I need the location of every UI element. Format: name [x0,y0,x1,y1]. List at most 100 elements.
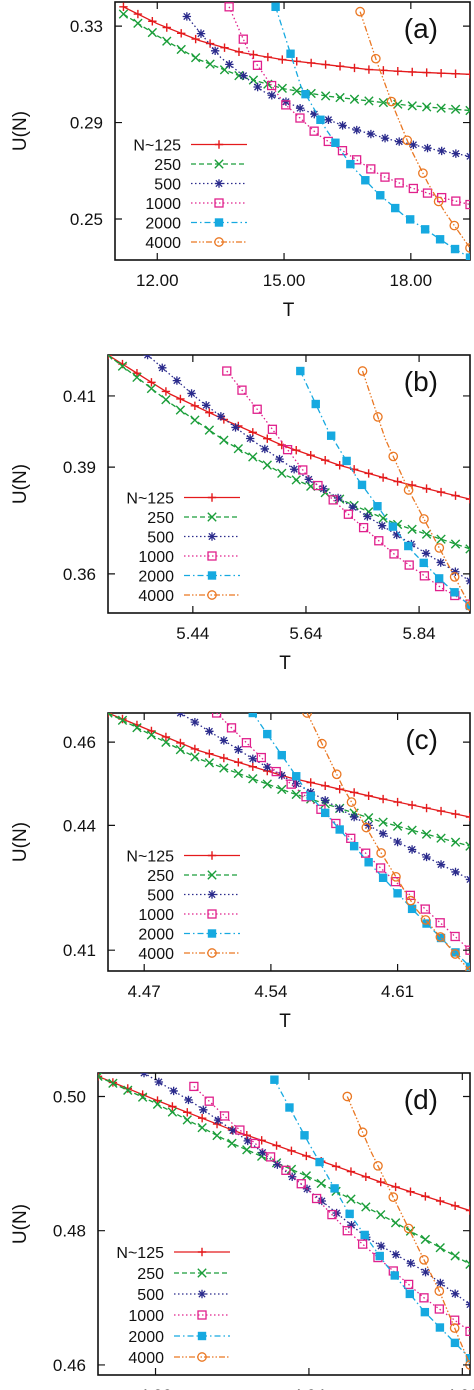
legend-marker [214,218,224,227]
data-point [289,465,299,474]
data-point [175,405,186,415]
data-point [286,49,295,58]
data-point [263,729,272,739]
legend-marker [207,551,217,561]
data-point [450,1251,460,1261]
data-point [357,366,368,376]
data-point [420,915,431,925]
data-point [224,2,234,12]
data-point [306,792,315,801]
legend-marker [207,929,217,938]
data-point [328,495,338,505]
data-point [281,97,291,106]
data-point [161,387,171,396]
legend-label: N~125 [126,491,174,508]
data-point [317,738,327,749]
legend-label: 2000 [138,927,174,944]
data-point [256,752,266,763]
data-point [361,1172,371,1182]
data-point [148,17,157,26]
data-point [248,75,259,85]
data-point [386,96,397,107]
data-point [275,454,284,464]
data-point [451,196,461,206]
data-point [139,1073,149,1078]
legend-marker [207,851,217,860]
data-point [352,125,361,135]
data-point [234,745,243,754]
series-line-2000 [274,6,470,259]
legend-label: 4000 [145,235,181,252]
data-point [335,784,344,794]
legend-marker [207,909,217,919]
legend-marker [197,1247,207,1257]
data-point [393,837,402,847]
data-point [266,80,277,91]
data-point [204,758,215,768]
data-point [332,1208,341,1218]
x-tick-label: 15.00 [263,271,306,290]
data-point [152,1099,163,1109]
data-point [133,9,143,19]
data-point [281,100,291,110]
data-point [252,60,263,70]
data-point [465,875,470,884]
data-point [395,137,404,146]
data-point [342,1226,352,1236]
data-point [421,549,431,558]
data-point [375,1251,384,1261]
legend-marker [197,1352,207,1362]
data-point [465,576,470,586]
data-point [349,812,359,822]
data-point [335,804,344,813]
data-point [243,1136,252,1146]
data-point [349,94,360,104]
series-line-N125 [98,1075,470,1212]
data-point [419,1254,429,1265]
data-point [260,444,270,454]
data-point [118,9,129,19]
data-point [204,1096,214,1106]
data-point [465,253,470,260]
y-tick-label: 0.36 [63,565,96,584]
data-point [434,1304,444,1314]
data-point [335,461,344,470]
data-point [219,763,229,773]
data-point [191,34,200,44]
data-point [406,1259,415,1268]
data-point [330,1184,339,1193]
data-point [423,143,432,153]
data-point [231,423,240,432]
data-point [271,2,280,12]
data-point [108,1078,118,1088]
data-point [393,797,402,807]
data-point [435,235,445,244]
data-point [435,918,445,928]
data-point [321,796,330,805]
data-point [196,29,206,38]
series-line-4000 [306,713,470,971]
data-point [451,567,460,576]
legend-label: 250 [147,510,174,527]
legend-marker [197,1289,207,1299]
data-point [182,12,192,21]
y-tick-label: 0.48 [53,1222,86,1241]
data-point [364,96,374,106]
data-point [321,60,330,69]
series-line-4000 [346,1096,470,1366]
data-point [212,1130,222,1141]
data-point [234,47,244,57]
data-point [108,355,113,360]
data-point [421,1267,430,1277]
legend-marker [207,532,217,541]
data-point [292,446,301,455]
data-point [176,738,185,748]
data-point [234,758,243,767]
chart-panel-0: 12.00 15.00 18.00 0.25 0.29 0.33 T U(N) (a) N~125… [10,1,471,321]
data-point [419,1293,429,1303]
data-point [437,146,446,156]
data-point [146,730,157,740]
data-point [315,1157,324,1167]
data-point [292,779,301,788]
data-point [407,904,417,914]
